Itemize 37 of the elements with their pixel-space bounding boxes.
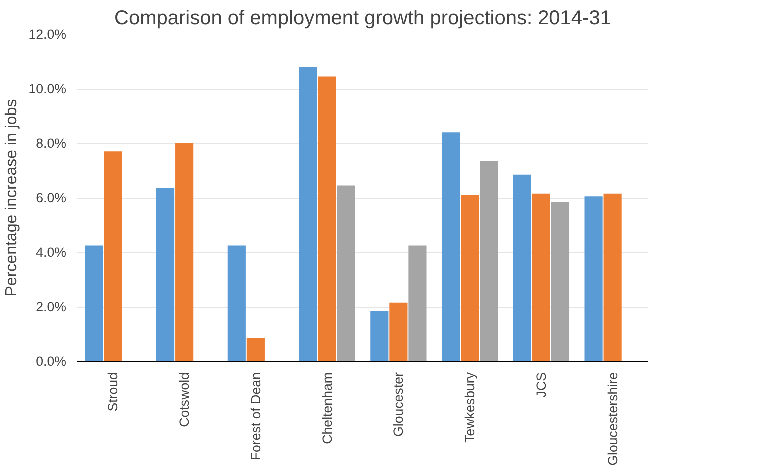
y-tick-label: 4.0% — [36, 245, 67, 260]
bar — [604, 194, 622, 362]
bar — [408, 246, 427, 362]
chart-title: Comparison of employment growth projections: 2014-31 — [114, 8, 612, 30]
y-axis-title: Percentage increase in jobs — [4, 99, 21, 297]
x-tick-label: Stroud — [106, 372, 121, 412]
x-tick-label: Tewkesbury — [462, 372, 478, 443]
bar — [246, 338, 265, 362]
y-tick-label: 2.0% — [36, 300, 67, 314]
bar — [584, 196, 603, 362]
x-tick-label: Cheltenham — [320, 372, 335, 444]
bar — [390, 302, 408, 362]
x-tick-label: Gloucestershire — [605, 372, 620, 466]
y-tick-label: 0.0% — [36, 354, 67, 369]
bar — [299, 67, 318, 362]
bar — [318, 76, 336, 362]
bar — [156, 188, 175, 362]
y-tick-label: 8.0% — [36, 136, 67, 151]
bar — [551, 202, 570, 362]
bar — [370, 311, 389, 362]
bar — [337, 186, 356, 362]
bar — [85, 246, 104, 362]
x-tick-label: Gloucester — [391, 372, 406, 437]
bar — [176, 144, 194, 362]
bar — [104, 152, 122, 362]
x-tick-label: JCS — [534, 372, 549, 398]
bar — [442, 132, 460, 362]
y-tick-label: 6.0% — [36, 190, 67, 206]
bar — [461, 195, 480, 362]
y-tick-label: 12.0% — [28, 27, 67, 42]
bar — [228, 246, 246, 362]
bar — [532, 194, 550, 362]
y-tick-label: 10.0% — [28, 82, 67, 96]
bar — [480, 161, 498, 362]
x-tick-label: Forest of Dean — [248, 372, 264, 461]
x-tick-label: Cotswold — [177, 372, 192, 428]
bar — [513, 174, 532, 362]
